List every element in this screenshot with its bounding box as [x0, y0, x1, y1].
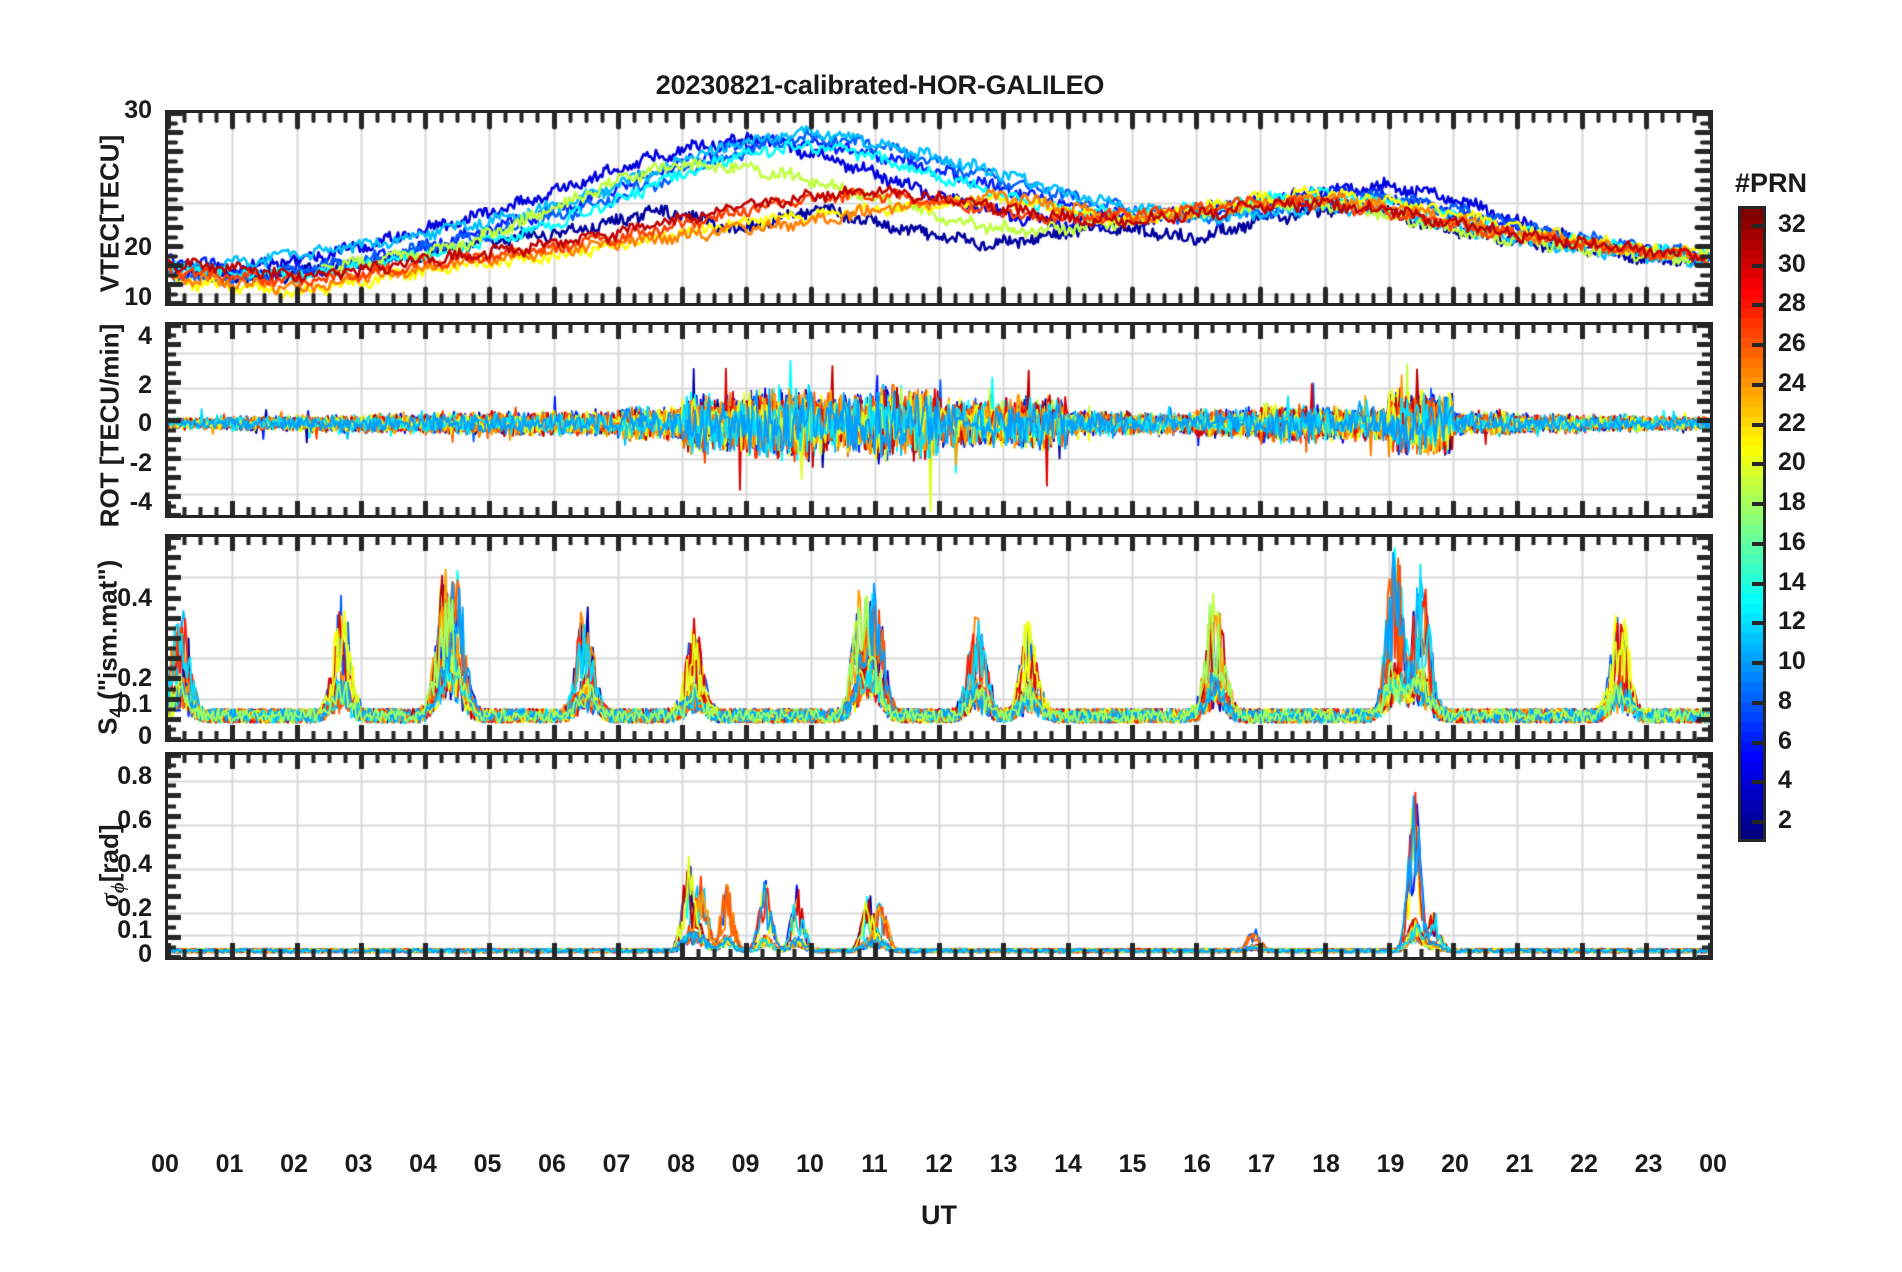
colorbar-tickmark-16	[1752, 541, 1766, 546]
x-tick-21: 21	[1505, 1150, 1534, 1178]
rot-ytick-0: 0	[138, 409, 152, 437]
rot-ytick-neg2: -2	[129, 449, 152, 477]
x-tick-23: 23	[1634, 1150, 1663, 1178]
x-axis-label: UT	[921, 1200, 957, 1230]
colorbar-tick-22: 22	[1778, 408, 1806, 437]
sigma-phi-plot-canvas	[168, 755, 1710, 957]
s4-plot-canvas	[168, 537, 1710, 739]
colorbar-tickmark-2	[1752, 820, 1766, 825]
vtec-ytick-20: 20	[124, 233, 152, 261]
colorbar-tickmark-24	[1752, 382, 1766, 387]
x-tick-7: 07	[602, 1150, 631, 1178]
x-tick-17: 17	[1247, 1150, 1276, 1178]
sigmaphi-ytick-0p6: 0.6	[117, 806, 152, 834]
sigmaphi-ytick-0p2: 0.2	[117, 894, 152, 922]
x-tick-1: 01	[215, 1150, 244, 1178]
s4-ytick-0p1: 0.1	[117, 690, 152, 718]
s4-ytick-0p4: 0.4	[117, 584, 152, 612]
colorbar-tick-14: 14	[1778, 567, 1806, 596]
colorbar-tickmark-32	[1752, 223, 1766, 228]
panel-s4	[165, 534, 1713, 742]
colorbar-tick-4: 4	[1778, 766, 1792, 795]
x-tick-0: 00	[151, 1150, 179, 1178]
colorbar-tickmark-28	[1752, 303, 1766, 308]
x-tick-4: 04	[409, 1150, 437, 1178]
rot-ytick-neg4: -4	[129, 488, 152, 516]
x-tick-12: 12	[925, 1150, 953, 1178]
colorbar-tickmark-26	[1752, 343, 1766, 348]
figure-title: 20230821-calibrated-HOR-GALILEO	[655, 70, 1105, 100]
x-tick-10: 10	[796, 1150, 824, 1178]
s4-ytick-0: 0	[138, 722, 152, 750]
x-tick-9: 09	[731, 1150, 760, 1178]
colorbar-tickmark-30	[1752, 263, 1766, 268]
panel-vtec	[165, 110, 1713, 306]
colorbar-tick-24: 24	[1778, 368, 1806, 397]
panel-sigma-phi	[165, 752, 1713, 960]
x-tick-19: 19	[1376, 1150, 1405, 1178]
x-tick-13: 13	[989, 1150, 1018, 1178]
colorbar-tick-26: 26	[1778, 329, 1806, 358]
x-tick-3: 03	[344, 1150, 373, 1178]
x-tick-15: 15	[1118, 1150, 1147, 1178]
colorbar-tick-8: 8	[1778, 686, 1792, 715]
colorbar-tick-16: 16	[1778, 527, 1806, 556]
colorbar-tick-2: 2	[1778, 806, 1792, 835]
x-tick-8: 08	[667, 1150, 695, 1178]
colorbar-tick-28: 28	[1778, 289, 1806, 318]
colorbar-gradient	[1741, 209, 1763, 839]
colorbar-tickmark-8	[1752, 700, 1766, 705]
x-tick-14: 14	[1054, 1150, 1082, 1178]
x-tick-2: 02	[280, 1150, 308, 1178]
sigmaphi-ytick-0p8: 0.8	[117, 762, 152, 790]
x-tick-11: 11	[861, 1150, 888, 1178]
colorbar-tick-10: 10	[1778, 647, 1806, 676]
colorbar-tickmark-12	[1752, 621, 1766, 626]
colorbar-tick-12: 12	[1778, 607, 1806, 636]
colorbar-tickmark-22	[1752, 422, 1766, 427]
x-tick-5: 05	[473, 1150, 502, 1178]
colorbar-tickmark-20	[1752, 462, 1766, 467]
x-tick-20: 20	[1441, 1150, 1469, 1178]
vtec-plot-canvas	[168, 113, 1710, 303]
colorbar-title: #PRN	[1735, 168, 1808, 198]
colorbar-tick-30: 30	[1778, 249, 1806, 278]
sigmaphi-ytick-0p1: 0.1	[117, 916, 152, 944]
vtec-ytick-30: 30	[124, 96, 152, 124]
x-tick-16: 16	[1183, 1150, 1211, 1178]
panel-rot	[165, 322, 1713, 518]
colorbar-tickmark-6	[1752, 740, 1766, 745]
x-tick-24: 00	[1699, 1150, 1727, 1178]
s4-ytick-0p2: 0.2	[117, 664, 152, 692]
x-tick-6: 06	[538, 1150, 566, 1178]
colorbar-tick-20: 20	[1778, 448, 1806, 477]
colorbar-tickmark-10	[1752, 661, 1766, 666]
rot-ytick-2: 2	[138, 371, 152, 399]
colorbar-tick-18: 18	[1778, 488, 1806, 517]
colorbar-tickmark-18	[1752, 502, 1766, 507]
colorbar-tick-6: 6	[1778, 726, 1792, 755]
x-tick-18: 18	[1312, 1150, 1340, 1178]
colorbar-tick-32: 32	[1778, 209, 1806, 238]
vtec-ytick-10: 10	[124, 283, 152, 311]
rot-ytick-4: 4	[138, 322, 152, 350]
x-tick-22: 22	[1570, 1150, 1598, 1178]
colorbar-tickmark-14	[1752, 581, 1766, 586]
rot-plot-canvas	[168, 325, 1710, 515]
colorbar	[1738, 206, 1766, 842]
sigmaphi-ytick-0p4: 0.4	[117, 850, 152, 878]
sigmaphi-ytick-0: 0	[138, 940, 152, 968]
colorbar-tickmark-4	[1752, 780, 1766, 785]
